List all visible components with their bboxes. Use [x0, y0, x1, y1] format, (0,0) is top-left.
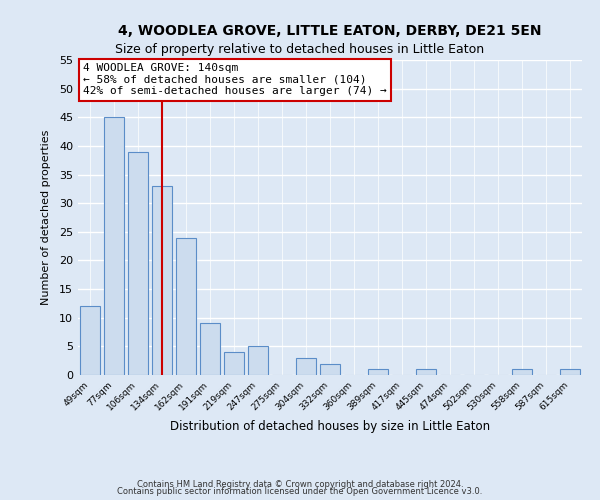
Bar [80, 306, 100, 375]
Bar [320, 364, 340, 375]
Bar [248, 346, 268, 375]
Bar [512, 370, 532, 375]
Title: 4, WOODLEA GROVE, LITTLE EATON, DERBY, DE21 5EN: 4, WOODLEA GROVE, LITTLE EATON, DERBY, D… [118, 24, 542, 38]
X-axis label: Distribution of detached houses by size in Little Eaton: Distribution of detached houses by size … [170, 420, 490, 434]
Bar [224, 352, 244, 375]
Bar [104, 118, 124, 375]
Bar [200, 324, 220, 375]
Text: Contains public sector information licensed under the Open Government Licence v3: Contains public sector information licen… [118, 487, 482, 496]
Bar [560, 370, 580, 375]
Bar [416, 370, 436, 375]
Text: Contains HM Land Registry data © Crown copyright and database right 2024.: Contains HM Land Registry data © Crown c… [137, 480, 463, 489]
Bar [176, 238, 196, 375]
Bar [152, 186, 172, 375]
Y-axis label: Number of detached properties: Number of detached properties [41, 130, 50, 305]
Bar [368, 370, 388, 375]
Bar [296, 358, 316, 375]
Text: Size of property relative to detached houses in Little Eaton: Size of property relative to detached ho… [115, 42, 485, 56]
Text: 4 WOODLEA GROVE: 140sqm
← 58% of detached houses are smaller (104)
42% of semi-d: 4 WOODLEA GROVE: 140sqm ← 58% of detache… [83, 63, 387, 96]
Bar [128, 152, 148, 375]
